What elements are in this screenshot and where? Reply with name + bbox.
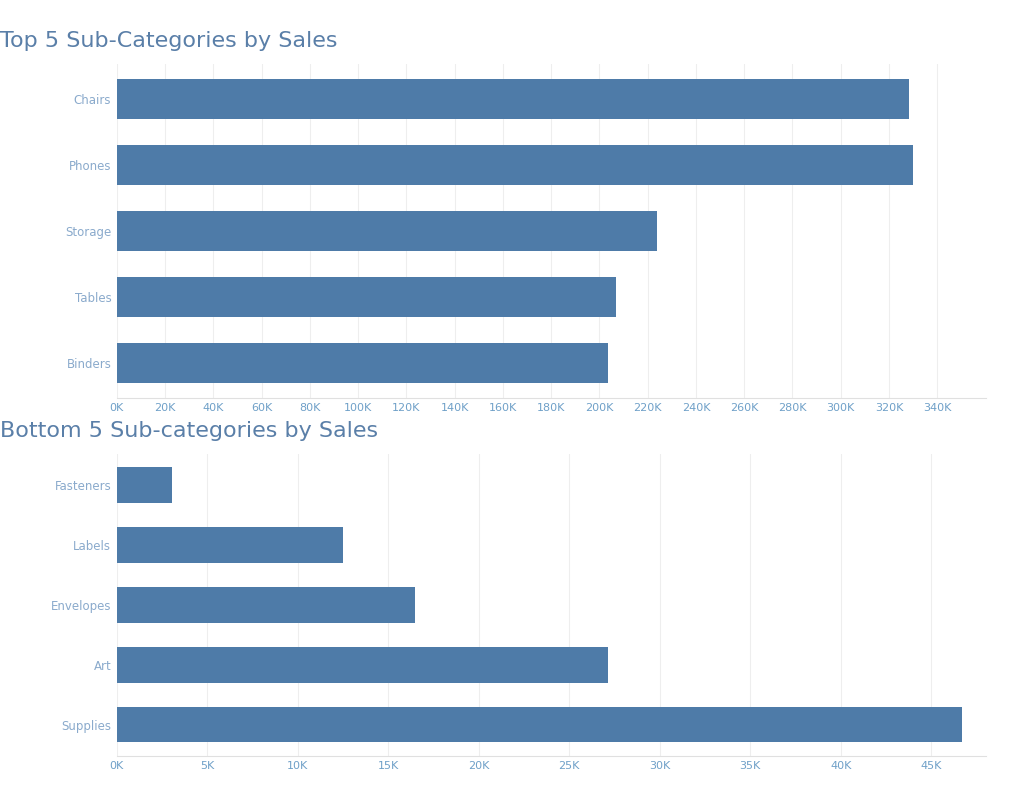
Bar <box>117 211 657 251</box>
Bar <box>117 467 172 503</box>
Bar <box>117 647 608 683</box>
Bar <box>117 277 617 317</box>
Bar <box>117 527 342 563</box>
Bar <box>117 145 913 185</box>
Bar <box>117 343 608 383</box>
Bar <box>117 707 961 743</box>
Bar <box>117 79 909 119</box>
Bar <box>117 587 415 623</box>
Text: Top 5 Sub-Categories by Sales: Top 5 Sub-Categories by Sales <box>0 31 337 51</box>
Text: Bottom 5 Sub-categories by Sales: Bottom 5 Sub-categories by Sales <box>0 421 378 441</box>
